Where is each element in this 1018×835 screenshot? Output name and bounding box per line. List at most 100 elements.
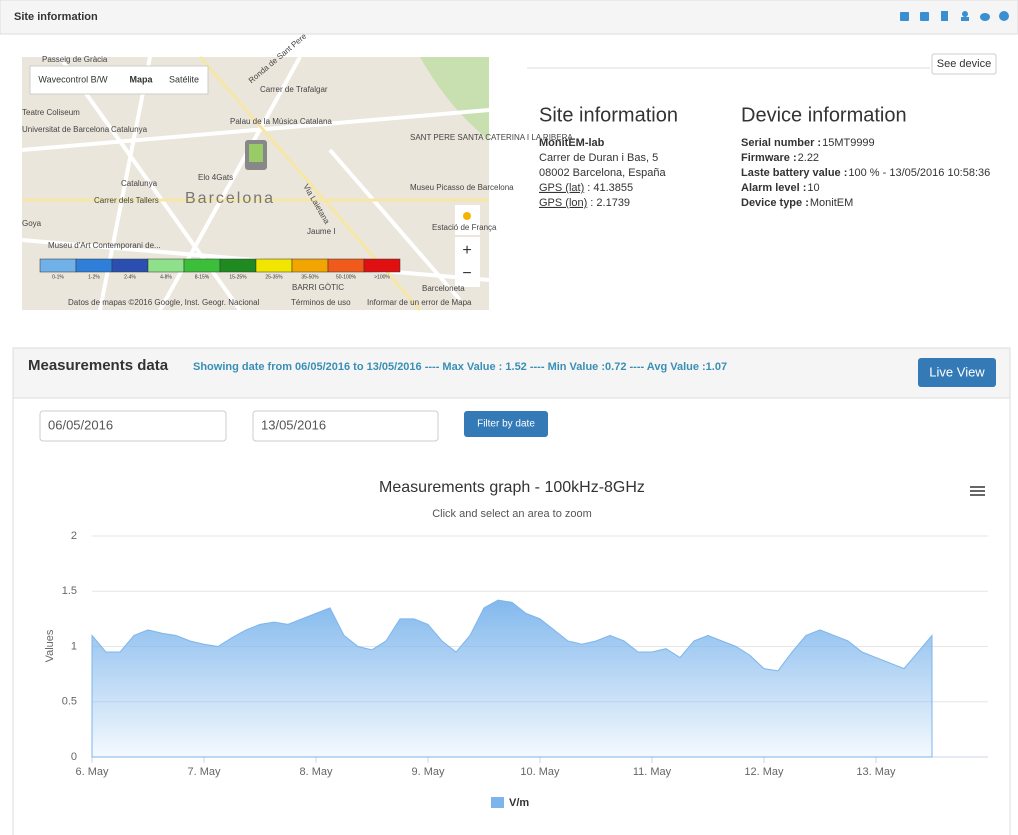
map-control[interactable]: Wavecontrol B/W (38, 74, 108, 84)
map-label: Carrer dels Tallers (94, 196, 159, 205)
map-label: Museu Picasso de Barcelona (410, 183, 514, 192)
header-bar (0, 0, 1018, 35)
y-tick-label: 2 (71, 530, 77, 542)
legend-swatch[interactable] (491, 797, 504, 808)
device-row-label: Laste battery value : (741, 167, 847, 179)
map-label: Estació de França (432, 223, 497, 232)
y-tick-label: 0.5 (62, 696, 77, 708)
device-row-value: 100 % - 13/05/2016 10:58:36 (848, 167, 990, 179)
scale-label: 25-35% (265, 274, 283, 280)
x-tick-label: 12. May (744, 766, 784, 778)
y-tick-label: 0 (71, 751, 77, 763)
y-tick-label: 1.5 (62, 585, 77, 597)
x-tick-label: 8. May (299, 766, 333, 778)
scale-swatch (219, 258, 257, 273)
scale-label: >100% (374, 274, 390, 280)
map-label: Elo 4Gats (198, 173, 233, 182)
device-heading: Device information (741, 104, 907, 126)
map-label: Barcelona (185, 190, 275, 207)
scale-label: 50-100% (336, 274, 357, 280)
site-address: 08002 Barcelona, España (539, 167, 666, 179)
filter-label[interactable]: Filter by date (477, 419, 535, 430)
date-from-input[interactable] (39, 410, 227, 442)
map-control[interactable]: Satélite (169, 74, 199, 84)
map-label: Jaume I (307, 227, 335, 236)
live-view-button[interactable] (918, 358, 996, 387)
device-row-value: 2.22 (798, 152, 819, 164)
map-label: Passeig de Gràcia (42, 55, 108, 64)
site-name: MonitEM-lab (539, 137, 605, 149)
x-tick-label: 9. May (411, 766, 445, 778)
scale-swatch (291, 258, 329, 273)
filter-button[interactable] (464, 411, 548, 437)
date-to-value[interactable]: 13/05/2016 (261, 417, 326, 432)
map-label: Carrer de Trafalgar (260, 85, 328, 94)
header-title: Site information (14, 11, 98, 23)
date-from-value[interactable]: 06/05/2016 (48, 417, 113, 432)
map-attribution: Datos de mapas ©2016 Google, Inst. Geogr… (68, 298, 260, 307)
see-device-label[interactable]: See device (937, 58, 991, 70)
map-label: Museu d'Art Contemporani de... (48, 241, 161, 250)
live-view-label[interactable]: Live View (929, 364, 985, 379)
map-label: Palau de la Música Catalana (230, 117, 332, 126)
scale-label: 4-8% (160, 274, 172, 280)
scale-label: 2-4% (124, 274, 136, 280)
map-label: Universitat de Barcelona (22, 125, 110, 134)
scale-swatch (327, 258, 365, 273)
x-tick-label: 7. May (187, 766, 221, 778)
scale-swatch (363, 258, 401, 273)
area (91, 599, 933, 758)
scale-label: 8-15% (195, 274, 210, 280)
date-to-input[interactable] (252, 410, 439, 442)
map-label: Catalunya (111, 125, 148, 134)
device-row-label: Firmware : (741, 152, 797, 164)
svg-text:+: + (462, 242, 471, 259)
site-address: Carrer de Duran i Bas, 5 (539, 152, 658, 164)
chart-title: Measurements graph - 100kHz-8GHz (379, 479, 645, 496)
map-label: SANT PERE SANTA CATERINA I LA RIBERA (410, 133, 573, 142)
measurements-summary: Showing date from 06/05/2016 to 13/05/20… (193, 361, 727, 373)
measurements-title: Measurements data (28, 357, 169, 374)
scale-swatch (111, 258, 149, 273)
scale-swatch (75, 258, 113, 273)
device-row-label: Serial number : (741, 137, 821, 149)
gps-label: GPS (lat) (539, 182, 584, 194)
chart-menu[interactable] (970, 486, 985, 496)
measurements-header (12, 347, 1011, 399)
map-label: Goya (22, 219, 42, 228)
scale-label: 1-2% (88, 274, 100, 280)
site-heading: Site information (539, 104, 678, 126)
gps-value: : 41.3855 (587, 182, 633, 194)
map-terms[interactable]: Términos de uso (291, 298, 351, 307)
scale-swatch (39, 258, 77, 273)
x-tick-label: 11. May (633, 766, 672, 778)
scale-label: 35-50% (301, 274, 319, 280)
map-label: Barceloneta (422, 284, 465, 293)
header-icons[interactable] (900, 11, 1009, 21)
map-report[interactable]: Informar de un error de Mapa (367, 298, 472, 307)
x-tick-label: 10. May (520, 766, 560, 778)
map-label: Teatre Coliseum (22, 108, 80, 117)
y-axis-label: Values (44, 629, 56, 662)
scale-label: 15-25% (229, 274, 247, 280)
map-label: BARRI GÒTIC (292, 283, 344, 292)
map-label: Catalunya (121, 179, 158, 188)
see-device-button[interactable] (931, 53, 997, 75)
scale-label: 0-1% (52, 274, 64, 280)
scale-swatch (147, 258, 185, 273)
svg-text:−: − (462, 265, 471, 282)
scale-swatch (255, 258, 293, 273)
legend-label[interactable]: V/m (509, 797, 529, 809)
device-row-label: Device type : (741, 197, 809, 209)
gps-label: GPS (lon) (539, 197, 587, 209)
y-tick-label: 1 (71, 640, 77, 652)
map-control[interactable]: Mapa (129, 74, 153, 84)
device-row-value: 15MT9999 (822, 137, 875, 149)
x-tick-label: 6. May (75, 766, 109, 778)
device-row-label: Alarm level : (741, 182, 806, 194)
gps-value: : 2.1739 (590, 197, 630, 209)
x-tick-label: 13. May (856, 766, 896, 778)
device-row-value: 10 (807, 182, 819, 194)
